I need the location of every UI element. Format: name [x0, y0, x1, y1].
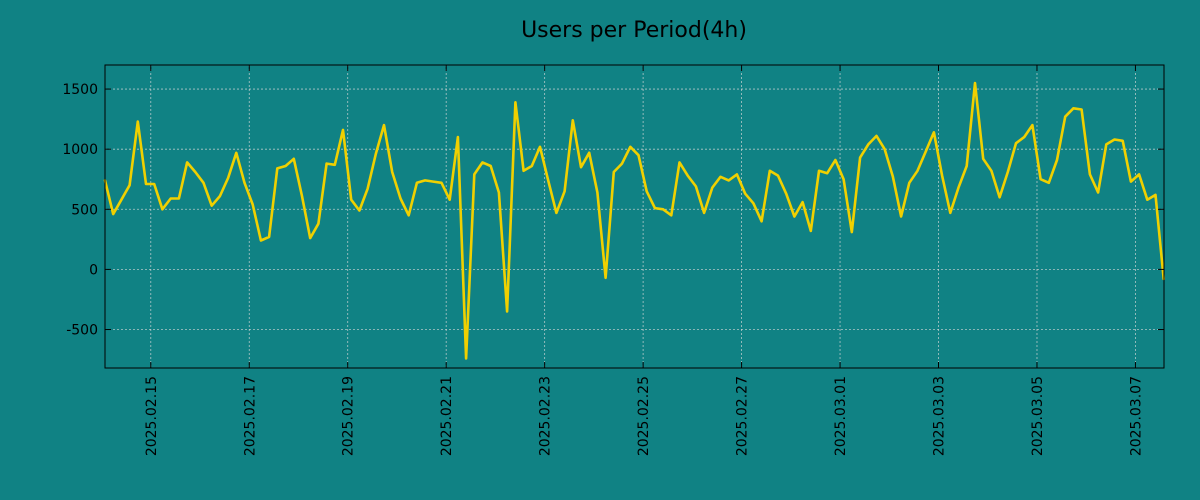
y-tick-label: 0 [89, 262, 98, 278]
y-tick-label: 1500 [62, 82, 98, 98]
x-tick-label: 2025.03.03 [932, 376, 948, 456]
x-tick-label: 2025.02.27 [735, 376, 751, 456]
series-line-users [103, 81, 1165, 360]
x-tick-label: 2025.03.07 [1128, 376, 1144, 456]
y-tick-label: -500 [66, 323, 98, 339]
plot-area-frame [104, 64, 1165, 369]
x-tick-label: 2025.02.15 [144, 376, 160, 456]
x-tick-label: 2025.02.23 [538, 376, 554, 456]
x-tick-label: 2025.02.17 [242, 376, 258, 456]
tick-layer: -500 0 500 1000 1500 2025.02.15 2025.02.17 2025… [62, 65, 1164, 456]
series-layer [103, 81, 1165, 360]
x-tick-label: 2025.03.01 [833, 376, 849, 456]
y-tick-label: 500 [71, 202, 98, 218]
chart-title: Users per Period(4h) [521, 18, 747, 43]
x-tick-label: 2025.03.05 [1030, 376, 1046, 456]
grid-layer [105, 65, 1164, 368]
y-tick-label: 1000 [62, 142, 98, 158]
x-tick-label: 2025.02.21 [439, 376, 455, 456]
x-tick-label: 2025.02.19 [341, 376, 357, 456]
x-tick-label: 2025.02.25 [636, 376, 652, 456]
